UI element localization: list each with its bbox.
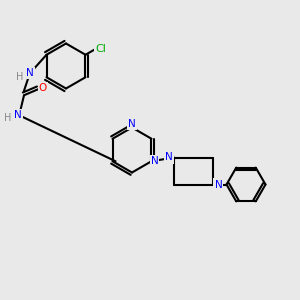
Text: N: N	[165, 152, 172, 163]
Text: N: N	[128, 119, 136, 129]
Text: O: O	[39, 83, 47, 93]
Text: N: N	[14, 110, 22, 120]
Text: Cl: Cl	[95, 44, 106, 54]
Text: N: N	[26, 68, 34, 78]
Text: N: N	[151, 156, 158, 166]
Text: N: N	[214, 179, 222, 190]
Text: H: H	[16, 72, 23, 82]
Text: H: H	[4, 113, 11, 123]
